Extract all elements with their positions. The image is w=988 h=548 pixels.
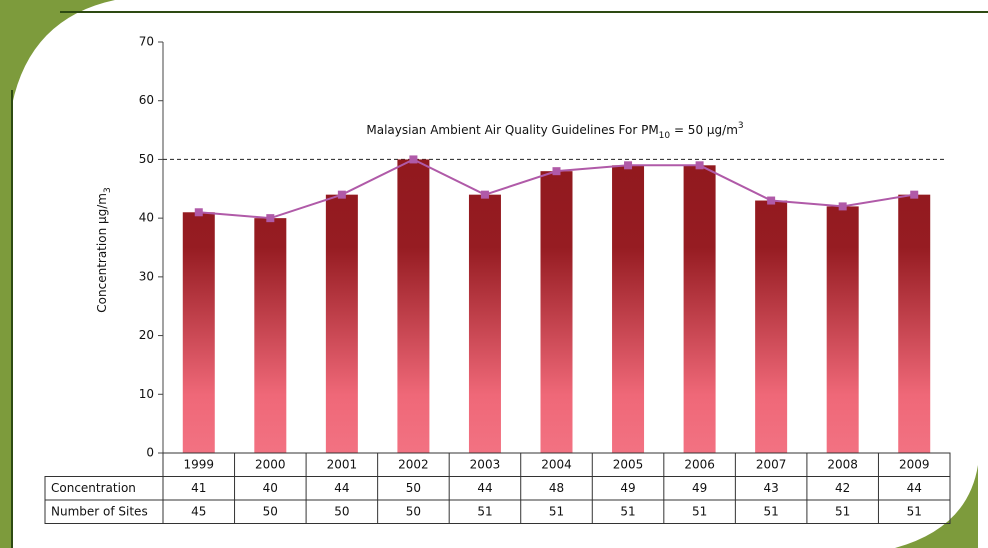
table-value: 41 — [191, 481, 206, 495]
bar — [683, 165, 716, 454]
annotation-text: Malaysian Ambient Air Quality Guidelines… — [366, 123, 658, 137]
x-tick-label: 1999 — [183, 457, 214, 471]
y-tick-label: 50 — [139, 152, 154, 166]
table-value: 51 — [477, 504, 492, 518]
marker — [910, 190, 919, 199]
bar — [826, 206, 859, 453]
bar — [898, 194, 931, 453]
bar — [540, 171, 573, 453]
table-value: 45 — [191, 504, 206, 518]
marker — [695, 161, 704, 170]
marker — [838, 202, 847, 211]
marker — [767, 196, 776, 205]
x-tick-label: 2003 — [470, 457, 501, 471]
table-value: 51 — [620, 504, 635, 518]
row-label: Number of Sites — [51, 504, 148, 518]
marker — [337, 190, 346, 199]
x-tick-label: 2005 — [613, 457, 644, 471]
table-value: 50 — [334, 504, 349, 518]
table-value: 50 — [263, 504, 278, 518]
bar — [325, 194, 358, 453]
bar — [182, 212, 215, 453]
bar — [755, 200, 788, 453]
table-value: 50 — [406, 504, 421, 518]
table-value: 51 — [692, 504, 707, 518]
marker — [480, 190, 489, 199]
table-value: 40 — [263, 481, 278, 495]
bar — [254, 218, 287, 453]
y-tick-label: 30 — [139, 269, 154, 283]
table-value: 51 — [763, 504, 778, 518]
table-value: 42 — [835, 481, 850, 495]
y-tick-label: 0 — [146, 446, 154, 460]
y-tick-label: 20 — [139, 328, 154, 342]
table-value: 44 — [907, 481, 922, 495]
table-value: 49 — [692, 481, 707, 495]
y-axis-label-sub: 3 — [103, 187, 113, 193]
marker — [409, 155, 418, 164]
y-tick-label: 70 — [139, 35, 154, 49]
marker — [266, 214, 275, 223]
y-axis-label-text: Concentration µg/m — [95, 193, 109, 313]
annotation-text: = 50 µg/m — [670, 123, 738, 137]
x-tick-label: 2009 — [899, 457, 930, 471]
x-tick-label: 2004 — [541, 457, 572, 471]
table-value: 43 — [763, 481, 778, 495]
row-label: Concentration — [51, 481, 136, 495]
x-tick-label: 2002 — [398, 457, 429, 471]
table-value: 44 — [334, 481, 349, 495]
bar — [397, 159, 430, 453]
y-tick-label: 10 — [139, 387, 154, 401]
table-value: 44 — [477, 481, 492, 495]
x-tick-label: 2007 — [756, 457, 787, 471]
x-tick-label: 2000 — [255, 457, 286, 471]
table-value: 48 — [549, 481, 564, 495]
y-axis-label: Concentration µg/m3 — [95, 187, 113, 312]
table-value: 51 — [549, 504, 564, 518]
bar — [612, 165, 645, 454]
annotation-sup: 3 — [738, 121, 744, 131]
marker — [624, 161, 633, 170]
marker — [194, 208, 203, 217]
annotation-sub: 10 — [659, 131, 671, 141]
bar — [468, 194, 501, 453]
y-tick-label: 60 — [139, 93, 154, 107]
x-tick-label: 2006 — [684, 457, 715, 471]
marker — [552, 167, 561, 176]
x-tick-label: 2001 — [327, 457, 358, 471]
table-value: 51 — [835, 504, 850, 518]
x-tick-label: 2008 — [827, 457, 858, 471]
annotation: Malaysian Ambient Air Quality Guidelines… — [366, 121, 743, 141]
table-value: 49 — [620, 481, 635, 495]
y-tick-label: 40 — [139, 211, 154, 225]
corner-decoration — [895, 465, 988, 548]
table-value: 50 — [406, 481, 421, 495]
table-value: 51 — [907, 504, 922, 518]
